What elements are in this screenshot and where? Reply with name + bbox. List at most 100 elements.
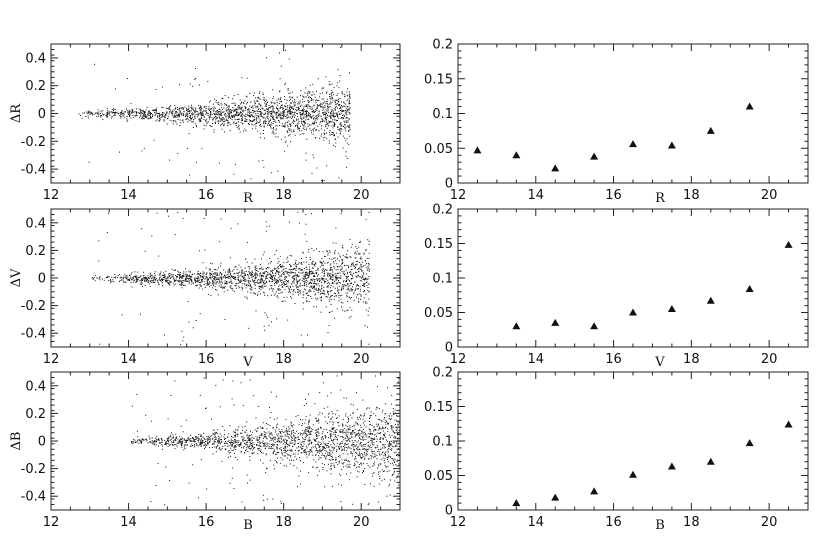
data-point	[182, 217, 184, 219]
data-point	[273, 131, 274, 133]
data-point	[161, 114, 163, 116]
data-point	[242, 120, 243, 121]
data-point	[160, 279, 162, 281]
data-point	[398, 452, 400, 454]
data-point	[267, 316, 269, 318]
data-point	[155, 114, 157, 116]
data-point	[245, 258, 246, 260]
data-point	[330, 456, 332, 457]
data-point	[254, 276, 256, 278]
data-point	[291, 255, 293, 257]
data-point	[245, 119, 247, 121]
data-point	[259, 110, 261, 112]
data-point	[254, 429, 256, 431]
data-point	[186, 280, 188, 282]
data-point	[298, 294, 299, 296]
data-point	[249, 277, 251, 279]
data-point	[285, 268, 287, 269]
data-point	[326, 91, 328, 93]
data-point	[281, 438, 283, 440]
data-point	[279, 91, 281, 93]
data-point	[338, 87, 340, 89]
data-point	[222, 286, 224, 288]
data-point	[316, 278, 318, 280]
data-point	[124, 276, 126, 278]
triangle-marker	[629, 140, 637, 148]
data-point	[318, 105, 320, 107]
data-point	[159, 274, 161, 276]
data-point	[162, 115, 164, 117]
data-point	[379, 454, 381, 456]
data-point	[345, 140, 347, 142]
data-point	[303, 133, 305, 135]
data-point	[330, 418, 332, 420]
data-point	[220, 123, 222, 125]
data-point	[183, 336, 185, 338]
data-point	[330, 116, 332, 118]
data-point	[176, 442, 178, 444]
data-point	[253, 119, 255, 121]
data-point	[296, 109, 297, 111]
data-point	[223, 125, 225, 126]
data-point	[366, 266, 368, 268]
data-point	[197, 279, 199, 281]
data-point	[301, 121, 303, 123]
data-point	[241, 77, 243, 79]
data-point	[318, 449, 320, 451]
data-point	[283, 114, 285, 116]
data-point	[208, 108, 210, 110]
data-point	[339, 80, 341, 82]
data-point	[245, 115, 247, 117]
data-point	[174, 116, 176, 117]
data-point	[336, 100, 338, 101]
data-point	[276, 112, 278, 114]
data-point	[305, 266, 307, 268]
data-point	[297, 437, 299, 439]
data-point	[332, 94, 334, 96]
data-point	[298, 262, 300, 264]
data-point	[330, 277, 332, 279]
data-point	[199, 313, 201, 315]
data-point	[263, 121, 265, 122]
data-point	[287, 124, 289, 126]
data-point	[265, 278, 267, 280]
data-point	[199, 105, 201, 107]
data-point	[282, 432, 284, 434]
data-point	[217, 111, 219, 113]
data-point	[359, 276, 361, 278]
data-point	[200, 106, 202, 108]
data-point	[338, 282, 340, 283]
data-point	[357, 268, 359, 270]
data-point	[341, 260, 343, 262]
data-point	[214, 98, 216, 100]
data-point	[195, 107, 197, 109]
data-point	[305, 274, 307, 276]
data-point	[264, 100, 266, 102]
data-point	[260, 105, 262, 107]
data-point	[156, 438, 158, 440]
data-point	[341, 288, 343, 290]
data-point	[283, 265, 285, 267]
data-point	[320, 292, 322, 294]
data-point	[357, 418, 359, 420]
data-point	[140, 278, 142, 280]
data-point	[344, 106, 346, 107]
data-point	[290, 102, 292, 104]
data-point	[358, 253, 360, 255]
data-point	[284, 104, 286, 106]
data-point	[332, 274, 333, 276]
data-point	[265, 122, 267, 124]
data-point	[291, 297, 293, 299]
data-point	[328, 140, 330, 142]
data-point	[302, 434, 304, 436]
data-point	[292, 293, 294, 295]
data-point	[248, 268, 250, 270]
data-point	[311, 122, 313, 124]
data-point	[137, 278, 139, 280]
data-point	[315, 262, 317, 264]
data-point	[298, 286, 300, 288]
data-point	[141, 282, 143, 284]
data-point	[259, 110, 260, 112]
data-point	[294, 273, 296, 275]
data-point	[348, 126, 349, 128]
